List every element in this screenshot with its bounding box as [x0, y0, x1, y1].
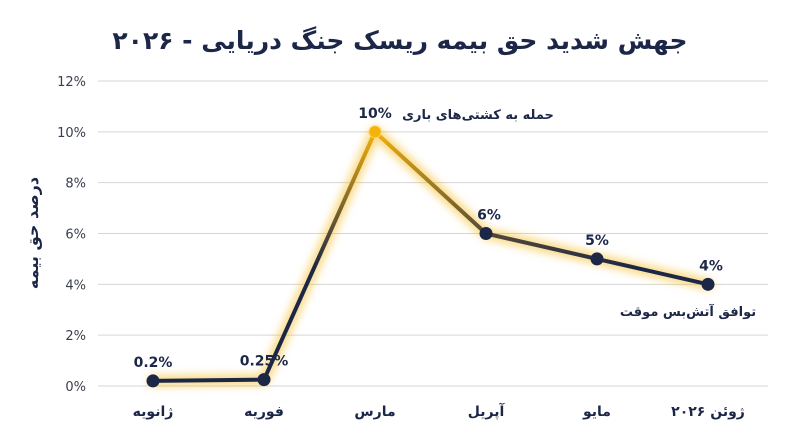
x-tick-label: آپریل — [468, 402, 506, 420]
data-label: 4% — [699, 258, 723, 274]
x-axis-ticks: ژانویه فوریه مارس آپریل مایو ژوئن ۲۰۲۶ — [133, 402, 745, 420]
y-axis-ticks: 0% 2% 4% 6% 8% 10% 12% — [57, 75, 86, 395]
data-label: 0.25% — [240, 354, 289, 370]
annotation-label: حمله به کشتی‌های باری — [402, 108, 554, 123]
annotation-label: توافق آتش‌بس موقت — [620, 303, 756, 320]
data-labels: 0.2% 0.25% 10% 6% 5% 4% — [134, 106, 723, 371]
y-tick-label: 10% — [57, 126, 86, 141]
data-point — [479, 227, 493, 240]
data-point — [590, 252, 604, 266]
y-tick-label: 0% — [65, 380, 86, 395]
chart-title: جهش شدید حق بیمه ریسک جنگ دریایی - ۲۰۲۶ — [112, 26, 687, 56]
y-tick-label: 2% — [65, 329, 86, 344]
y-axis-label: درصد حق بیمه — [23, 177, 42, 289]
series-line — [151, 129, 710, 383]
y-tick-label: 8% — [65, 177, 86, 192]
y-tick-label: 12% — [57, 75, 86, 90]
data-point — [146, 374, 160, 388]
data-point — [701, 277, 715, 291]
x-tick-label: مارس — [354, 404, 395, 420]
annotations: حمله به کشتی‌های باری توافق آتش‌بس موقت — [402, 108, 756, 320]
data-label: 0.2% — [134, 355, 173, 371]
x-tick-label: فوریه — [244, 404, 284, 420]
data-label: 6% — [477, 208, 501, 224]
gridlines — [98, 80, 768, 387]
data-point — [368, 125, 382, 139]
x-tick-label: مایو — [582, 404, 611, 420]
x-tick-label: ژانویه — [133, 404, 174, 420]
y-tick-label: 4% — [65, 278, 86, 293]
x-tick-label: ژوئن ۲۰۲۶ — [671, 404, 745, 420]
data-label: 5% — [585, 233, 609, 249]
data-points — [146, 125, 715, 388]
line-glow — [147, 125, 714, 387]
series-line-group — [151, 129, 710, 383]
data-label: 10% — [358, 106, 392, 122]
series-line-glow — [147, 125, 714, 387]
data-point — [257, 373, 271, 387]
y-tick-label: 6% — [65, 228, 86, 243]
